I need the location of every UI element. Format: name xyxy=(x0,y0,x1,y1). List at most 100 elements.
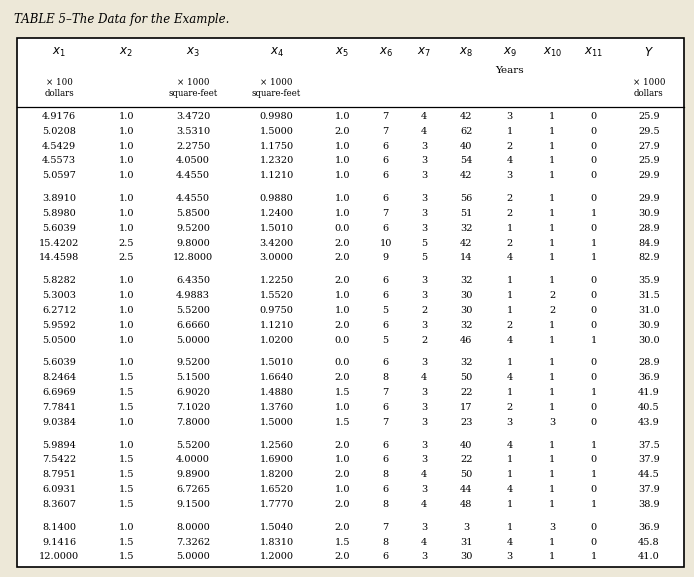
Text: 8: 8 xyxy=(382,373,389,383)
Text: 1: 1 xyxy=(507,455,513,464)
Text: 0: 0 xyxy=(591,455,597,464)
Text: 1: 1 xyxy=(550,141,556,151)
Text: 0.0: 0.0 xyxy=(335,358,350,368)
Text: 7: 7 xyxy=(382,112,389,121)
Text: 29.5: 29.5 xyxy=(638,127,659,136)
Text: 32: 32 xyxy=(460,224,473,233)
Text: 1.5: 1.5 xyxy=(118,470,134,479)
Text: 3: 3 xyxy=(421,441,428,449)
Text: 1: 1 xyxy=(507,276,513,285)
Text: 3: 3 xyxy=(421,552,428,561)
Text: 31.5: 31.5 xyxy=(638,291,659,300)
Text: 1: 1 xyxy=(507,358,513,368)
Text: 1: 1 xyxy=(550,470,556,479)
Text: 1.1750: 1.1750 xyxy=(260,141,294,151)
Text: 5.0500: 5.0500 xyxy=(42,335,76,344)
Text: 1.7770: 1.7770 xyxy=(260,500,294,509)
Text: 5: 5 xyxy=(382,306,389,315)
Text: 1: 1 xyxy=(550,224,556,233)
Text: 1: 1 xyxy=(550,358,556,368)
Text: 1.8310: 1.8310 xyxy=(260,538,294,546)
Text: 0: 0 xyxy=(591,485,597,494)
Text: $x_4$: $x_4$ xyxy=(269,46,284,59)
Text: 3.5310: 3.5310 xyxy=(176,127,210,136)
Text: 1: 1 xyxy=(507,523,513,532)
Text: 1: 1 xyxy=(507,127,513,136)
Text: 44.5: 44.5 xyxy=(638,470,659,479)
Text: 40: 40 xyxy=(460,141,473,151)
Text: 6: 6 xyxy=(382,441,389,449)
Text: 6: 6 xyxy=(382,455,389,464)
Text: 7.8000: 7.8000 xyxy=(176,418,210,426)
Text: × 1000
dollars: × 1000 dollars xyxy=(632,78,665,98)
Text: 4.4550: 4.4550 xyxy=(176,194,210,203)
Text: 1.0: 1.0 xyxy=(335,112,350,121)
Text: 0: 0 xyxy=(591,291,597,300)
Text: 3: 3 xyxy=(421,523,428,532)
Text: 1.0: 1.0 xyxy=(118,127,134,136)
Text: 37.5: 37.5 xyxy=(638,441,659,449)
Text: 4: 4 xyxy=(421,373,428,383)
Text: 1: 1 xyxy=(550,209,556,218)
Text: 9: 9 xyxy=(382,253,389,263)
Text: 1: 1 xyxy=(591,470,597,479)
Text: 50: 50 xyxy=(460,470,473,479)
Text: 6: 6 xyxy=(382,403,389,412)
Text: 1.0: 1.0 xyxy=(118,171,134,180)
Text: 1: 1 xyxy=(550,112,556,121)
Text: 2: 2 xyxy=(421,335,428,344)
Text: 7: 7 xyxy=(382,418,389,426)
Text: 1.4880: 1.4880 xyxy=(260,388,294,397)
Text: 1: 1 xyxy=(507,470,513,479)
Text: 5.0000: 5.0000 xyxy=(176,335,210,344)
Text: 7: 7 xyxy=(382,127,389,136)
Text: 2.0: 2.0 xyxy=(335,523,350,532)
Text: 30.9: 30.9 xyxy=(638,321,659,329)
Text: 5: 5 xyxy=(421,238,428,248)
Text: 29.9: 29.9 xyxy=(638,171,659,180)
Text: $x_2$: $x_2$ xyxy=(119,46,133,59)
Text: 1.0: 1.0 xyxy=(335,455,350,464)
Text: 1: 1 xyxy=(507,500,513,509)
Text: 5.8980: 5.8980 xyxy=(42,209,76,218)
Text: 1.5000: 1.5000 xyxy=(260,127,294,136)
Text: 1: 1 xyxy=(550,335,556,344)
Text: 0: 0 xyxy=(591,403,597,412)
Text: 0: 0 xyxy=(591,358,597,368)
Text: 1.0: 1.0 xyxy=(118,156,134,166)
Text: 5: 5 xyxy=(421,253,428,263)
Text: 3: 3 xyxy=(421,485,428,494)
Text: 62: 62 xyxy=(460,127,473,136)
Text: 3.8910: 3.8910 xyxy=(42,194,76,203)
Text: 9.5200: 9.5200 xyxy=(176,224,210,233)
Text: 0.9980: 0.9980 xyxy=(260,112,294,121)
Text: 1: 1 xyxy=(550,276,556,285)
Text: 1.5: 1.5 xyxy=(335,418,350,426)
Text: 1.2000: 1.2000 xyxy=(260,552,294,561)
Text: 30.9: 30.9 xyxy=(638,209,659,218)
Text: 6: 6 xyxy=(382,291,389,300)
Text: 1: 1 xyxy=(550,238,556,248)
Text: 8.0000: 8.0000 xyxy=(176,523,210,532)
Text: 1.5: 1.5 xyxy=(118,500,134,509)
Text: 40: 40 xyxy=(460,441,473,449)
Text: 1.5: 1.5 xyxy=(118,388,134,397)
Text: 27.9: 27.9 xyxy=(638,141,659,151)
Text: 1: 1 xyxy=(550,194,556,203)
Text: 22: 22 xyxy=(460,455,473,464)
Text: $x_{10}$: $x_{10}$ xyxy=(543,46,562,59)
Text: 1: 1 xyxy=(591,238,597,248)
Text: 2.0: 2.0 xyxy=(335,470,350,479)
Text: 2: 2 xyxy=(507,321,513,329)
Text: 7.1020: 7.1020 xyxy=(176,403,210,412)
Text: 1: 1 xyxy=(591,388,597,397)
Text: 42: 42 xyxy=(460,171,473,180)
Text: 1.0: 1.0 xyxy=(335,194,350,203)
Text: 1.5010: 1.5010 xyxy=(260,358,294,368)
Text: 3: 3 xyxy=(421,455,428,464)
Text: 30: 30 xyxy=(460,306,473,315)
Text: 1: 1 xyxy=(507,291,513,300)
Text: 1.0: 1.0 xyxy=(335,171,350,180)
Text: 4: 4 xyxy=(421,500,428,509)
Text: 51: 51 xyxy=(460,209,473,218)
